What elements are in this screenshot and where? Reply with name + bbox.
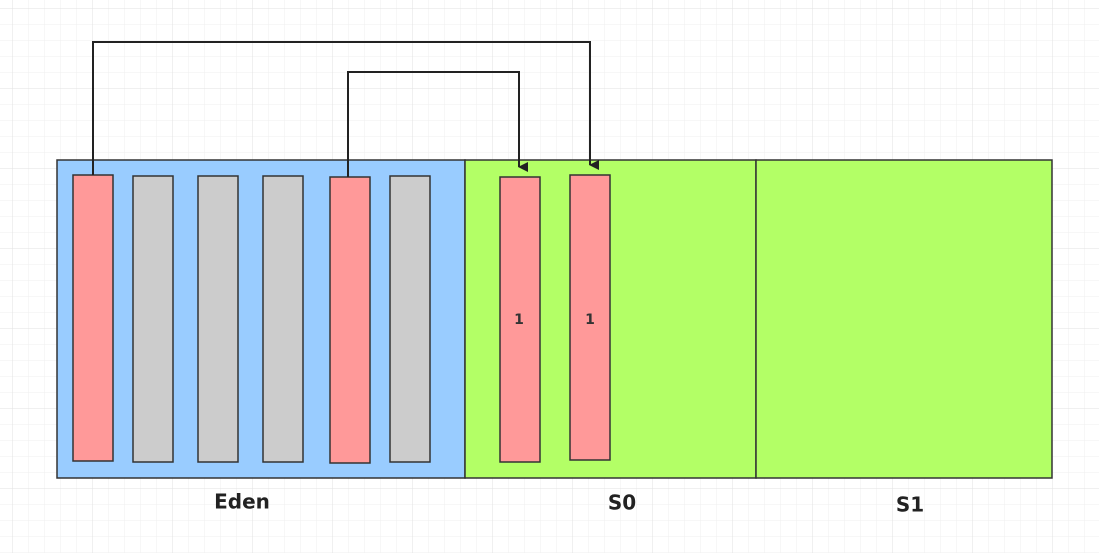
age-label: 1 [514, 312, 524, 328]
live-object [72, 174, 114, 462]
live-object [329, 176, 371, 464]
dead-object [132, 175, 174, 463]
survivor-object [499, 176, 541, 463]
copy-arrow [92, 41, 599, 175]
dead-object [262, 175, 304, 463]
copy-arrow [347, 71, 528, 177]
dead-object [389, 175, 431, 463]
age-label: 1 [585, 312, 595, 328]
survivor-object [569, 174, 611, 461]
dead-object [197, 175, 239, 463]
region-label: Eden [214, 490, 270, 514]
region-label: S1 [896, 493, 924, 517]
s1-region [755, 159, 1053, 479]
region-label: S0 [608, 491, 636, 515]
